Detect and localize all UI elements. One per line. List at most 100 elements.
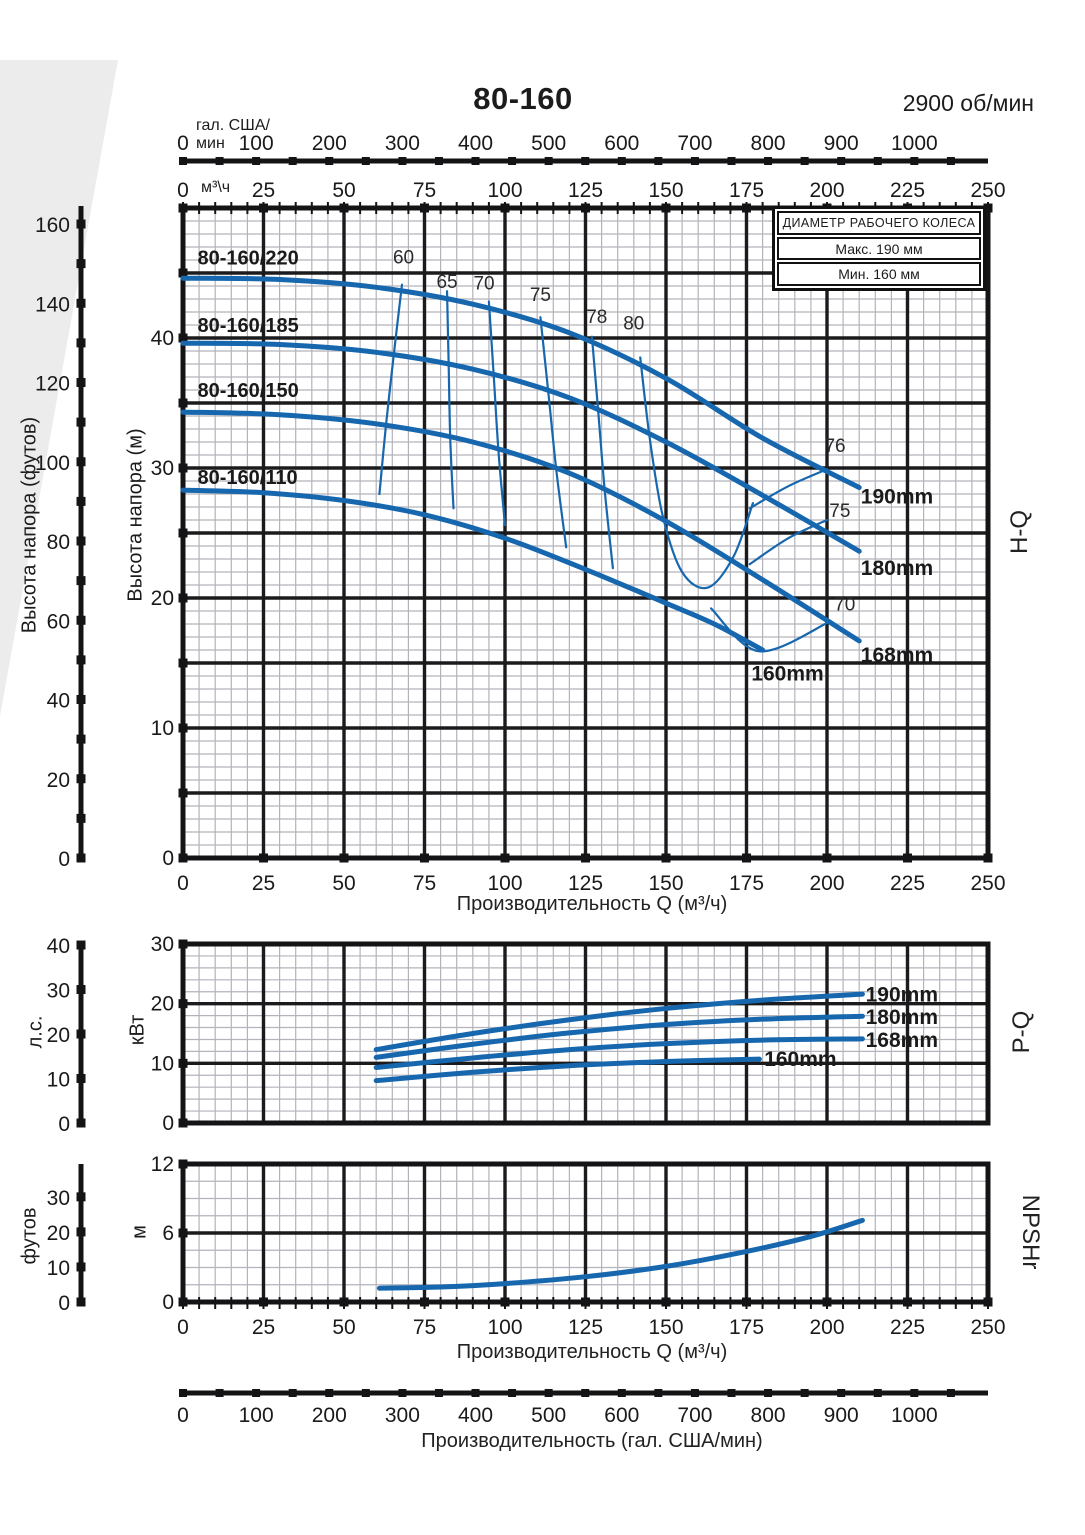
npshr-bottom-major-tick [339, 1297, 349, 1307]
y-tick-label: 10 [151, 717, 174, 740]
top-gal-axis-tick [398, 157, 407, 165]
bottom-gal-axis-tick [873, 1389, 882, 1397]
top-gal-axis-tick-label: 400 [458, 132, 493, 155]
hp-tick-label: 0 [58, 1113, 70, 1136]
q-bottom-tick-label: 100 [487, 872, 522, 895]
hq-side-label: H-Q [1006, 510, 1033, 554]
npshr-bottom-major-tick [903, 1297, 912, 1307]
y-major-tick [178, 593, 188, 603]
bottom-gal-axis-tick [508, 1389, 517, 1397]
q-bottom-tick-label: 250 [970, 872, 1005, 895]
head-ft-tick [76, 615, 86, 625]
top-frame-major-tick [500, 203, 510, 213]
legend-title: ДИАМЕТР РАБОЧЕГО КОЛЕСА [777, 211, 981, 235]
npshr-q-tick-label: 125 [568, 1316, 603, 1339]
y-major-tick [178, 939, 188, 949]
curve-180mm [180, 340, 862, 554]
bottom-gal-axis-tick [252, 1389, 261, 1397]
y-major-tick [178, 723, 188, 733]
top-frame-major-tick [661, 203, 671, 213]
bottom-frame-major-tick [903, 853, 912, 863]
head-ft-tick-label: 0 [58, 848, 70, 871]
efficiency-label: 70 [473, 273, 494, 294]
head-ft-tick-label: 40 [47, 690, 70, 713]
head-ft-tick-label: 100 [35, 452, 70, 475]
bottom-gal-axis-tick-label: 800 [751, 1404, 786, 1427]
top-gal-axis-tick [873, 157, 882, 165]
top-gal-axis-tick [800, 157, 809, 165]
npshr-q-tick-label: 200 [809, 1316, 844, 1339]
y-major-tick [178, 463, 188, 473]
efficiency-label: 65 [436, 272, 457, 293]
model-label: 80-160/150 [197, 380, 298, 402]
npshr-bottom-major-tick [178, 1297, 188, 1307]
gal-axis-unit-line1: гал. США/ [196, 117, 270, 134]
bottom-gal-axis-tick [544, 1389, 553, 1397]
npshr-q-tick-label: 175 [729, 1316, 764, 1339]
bottom-gal-axis-tick [471, 1389, 480, 1397]
npshr-bottom-major-tick [742, 1297, 751, 1307]
npsh-ft-tick-label: 0 [58, 1292, 70, 1315]
y-tick-label: 30 [151, 457, 174, 480]
hp-tick [76, 1118, 86, 1128]
top-gal-axis-tick [764, 157, 773, 165]
bottom-gal-axis-tick-label: 700 [677, 1404, 712, 1427]
bottom-frame-major-tick [500, 853, 510, 863]
head-ft-tick [76, 338, 86, 348]
bottom-gal-axis-tick [690, 1389, 699, 1397]
top-frame-major-tick [259, 203, 268, 213]
bottom-frame-major-tick [581, 853, 590, 863]
top-gal-axis-tick [325, 157, 334, 165]
gal-axis-unit: гал. США/ мин [196, 117, 270, 153]
top-gal-axis-tick [508, 157, 517, 165]
efficiency-line-60 [378, 283, 404, 496]
y-major-tick [178, 528, 188, 538]
y-tick-label: 40 [151, 327, 174, 350]
top-gal-axis-tick [581, 157, 590, 165]
top-gal-axis-tick-label: 900 [824, 132, 859, 155]
m3h-top-tick-label: 125 [568, 179, 603, 202]
efficiency-line-70 [487, 300, 507, 527]
bottom-frame-major-tick [178, 853, 188, 863]
npsh-ft-tick [76, 1192, 86, 1202]
q-bottom-tick-label: 0 [177, 872, 189, 895]
npshr-bottom-major-tick [500, 1297, 510, 1307]
head-ft-tick-label: 140 [35, 293, 70, 316]
bottom-gal-axis-tick [800, 1389, 809, 1397]
curve-label-180mm: 180mm [861, 557, 933, 580]
q-bottom-tick-label: 50 [332, 872, 355, 895]
y-tick-label: 10 [151, 1052, 174, 1075]
y-major-tick [178, 788, 188, 798]
efficiency-label: 80 [623, 314, 644, 335]
top-gal-axis-tick [252, 157, 261, 165]
top-gal-axis-tick-label: 0 [177, 132, 189, 155]
flow-caption-main: Производительность Q (м³/ч) [456, 893, 728, 915]
hp-axis-title: л.с. [24, 1015, 47, 1049]
npsh-ft-tick [76, 1227, 86, 1237]
top-frame-major-tick [178, 203, 188, 213]
efficiency-label: 60 [393, 247, 414, 268]
curve-label-160mm: 160mm [751, 662, 823, 685]
bottom-frame-major-tick [339, 853, 349, 863]
top-gal-axis-tick-label: 500 [531, 132, 566, 155]
bottom-gal-axis-tick-label: 100 [239, 1404, 274, 1427]
efficiency-line-76 [748, 468, 829, 510]
page-title: 80-160 [473, 81, 573, 116]
m3h-top-tick-label: 200 [809, 179, 844, 202]
head-ft-tick-label: 20 [47, 769, 70, 792]
m3h-top-tick-label: 0 [177, 179, 189, 202]
curve-NPSHr [376, 1217, 865, 1291]
top-gal-axis-tick-label: 300 [385, 132, 420, 155]
y-tick-label: 20 [151, 587, 174, 610]
head-ft-tick [76, 695, 86, 705]
q-bottom-tick-label: 75 [413, 872, 436, 895]
bottom-frame-major-tick [420, 853, 429, 863]
bottom-gal-axis-tick [361, 1389, 370, 1397]
top-frame-major-tick [581, 203, 590, 213]
npshr-q-tick-label: 100 [487, 1316, 522, 1339]
head-ft-tick [76, 576, 86, 586]
hp-tick [76, 985, 86, 995]
top-gal-axis-tick [690, 157, 699, 165]
npsh-ft-tick-label: 30 [47, 1187, 70, 1210]
